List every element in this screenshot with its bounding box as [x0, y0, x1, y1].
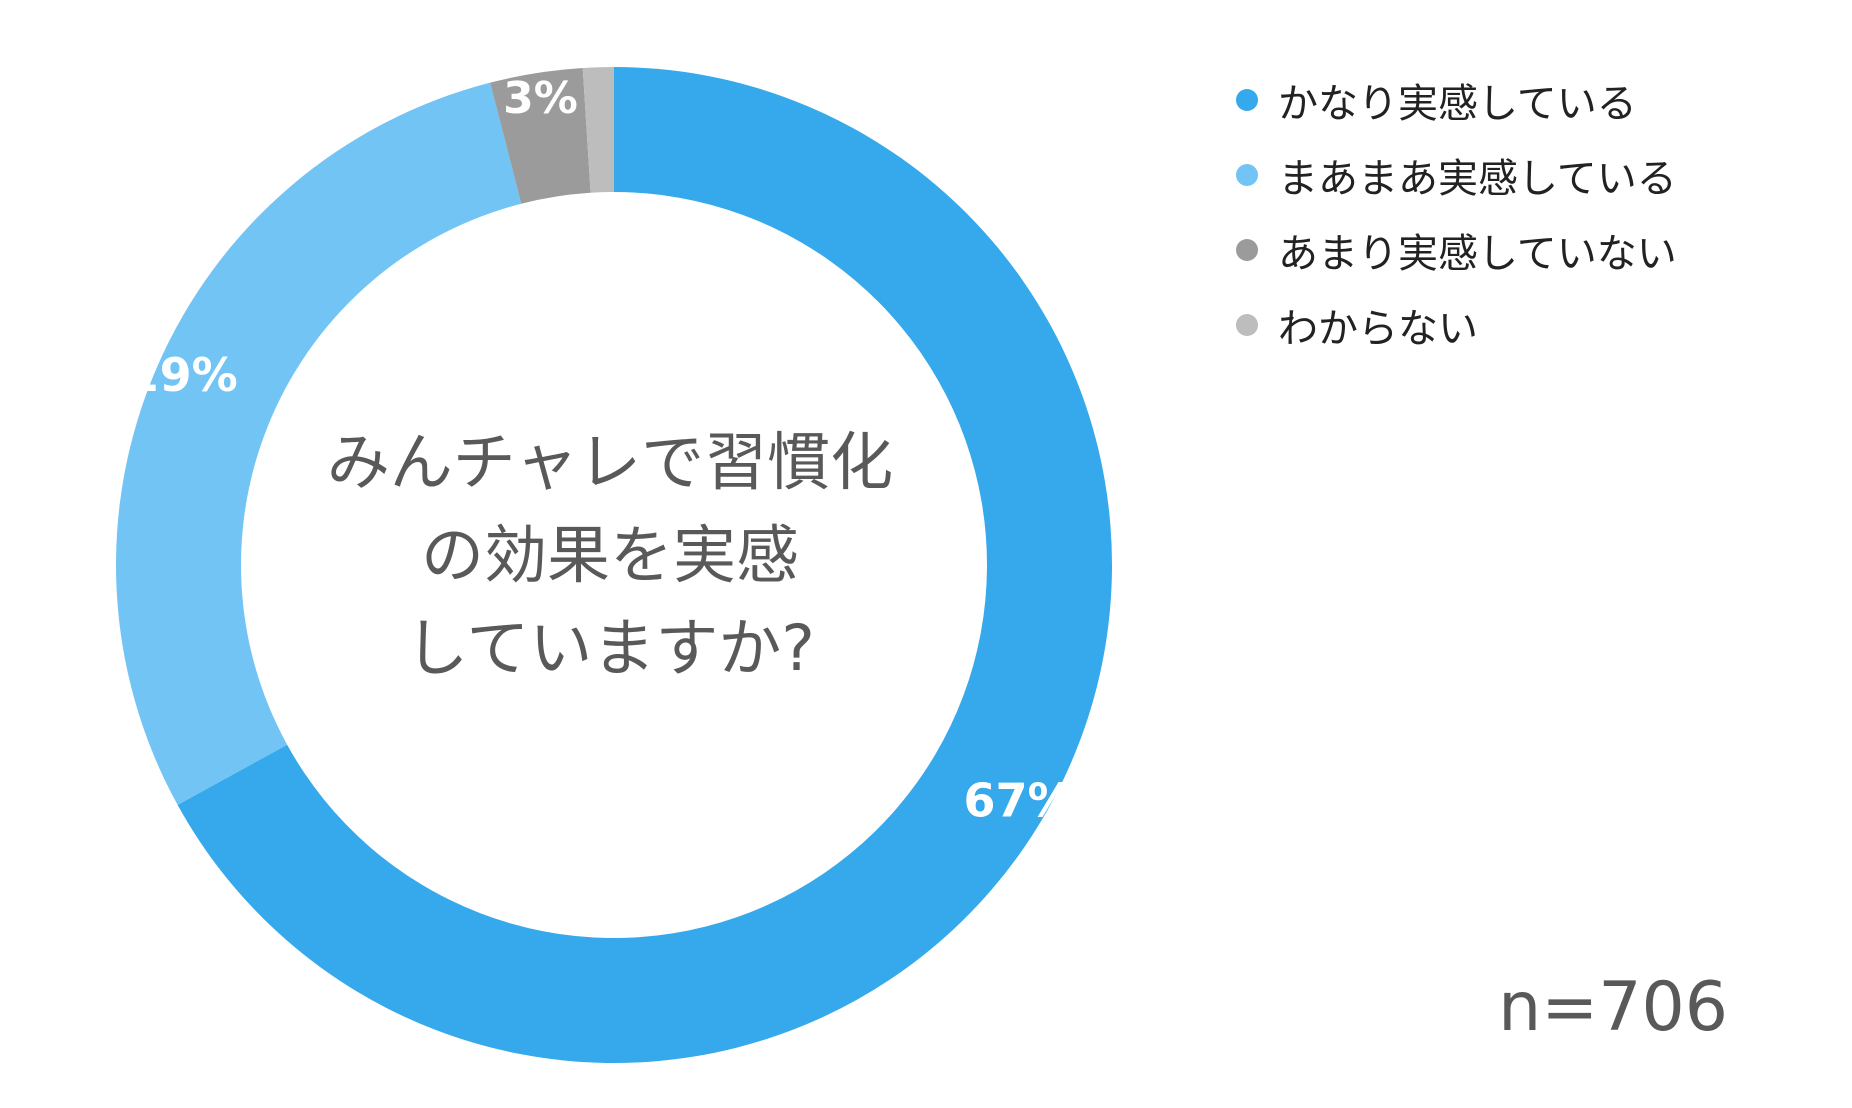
slice-value-label: 29%	[128, 348, 238, 402]
legend-label: かなり実感している	[1278, 80, 1637, 127]
legend-label: まあまあ実感している	[1278, 155, 1677, 202]
center-question-line-2: の効果を実感	[421, 519, 799, 592]
center-question: みんチャレで習慣化 の効果を実感 していますか?	[327, 426, 893, 685]
legend-label: あまり実感していない	[1278, 230, 1677, 277]
legend-marker	[1236, 238, 1258, 261]
legend-item: あまり実感していない	[1236, 212, 1677, 287]
center-question-line-1: みんチャレで習慣化	[327, 426, 893, 499]
legend-item: かなり実感している	[1236, 62, 1677, 137]
donut-slices	[115, 67, 1113, 1063]
donut-slice	[115, 82, 522, 805]
legend-marker	[1236, 163, 1258, 186]
legend-item: わからない	[1236, 287, 1677, 362]
slice-value-label: 3%	[503, 73, 578, 124]
legend-label: わからない	[1278, 305, 1478, 352]
slice-value-label: 67%	[963, 774, 1073, 828]
slice-labels: 67% 29% 3%	[128, 73, 1074, 828]
sample-size-annotation: n=706	[1498, 968, 1728, 1047]
legend-marker	[1236, 88, 1258, 111]
center-question-line-3: していますか?	[405, 612, 815, 685]
donut-slice	[490, 67, 591, 204]
legend: かなり実感している まあまあ実感している あまり実感していない わからない	[1236, 62, 1677, 362]
donut-slice	[582, 67, 614, 193]
legend-marker	[1236, 313, 1258, 336]
legend-item: まあまあ実感している	[1236, 137, 1677, 212]
